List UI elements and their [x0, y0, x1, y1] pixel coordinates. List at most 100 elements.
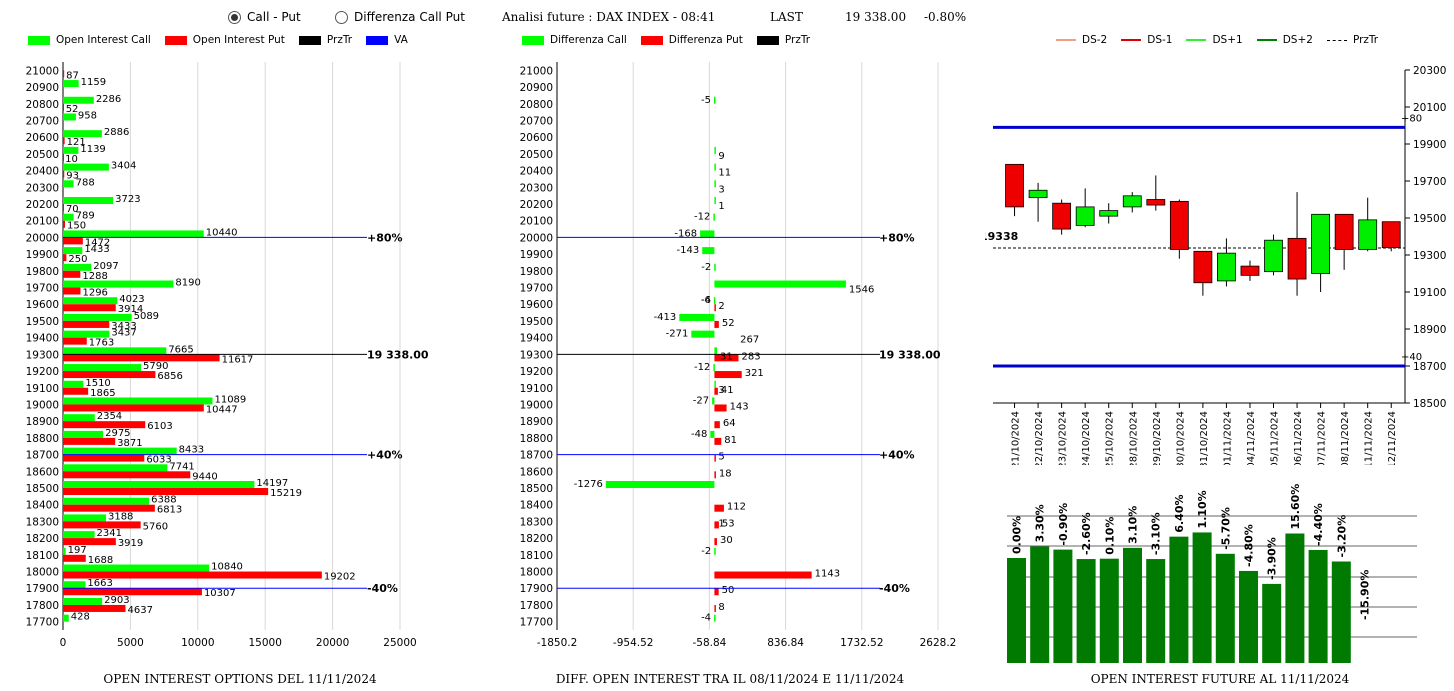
- data-label-put: 3433: [111, 321, 136, 332]
- bar-call: [63, 547, 66, 555]
- legend-right: DS-2 DS-1 DS+1 DS+2 PrzTr: [1056, 34, 1392, 46]
- radio-call-put[interactable]: Call - Put: [228, 10, 301, 24]
- bar-diff-put: [714, 454, 716, 462]
- y-tick-label: 19200: [520, 366, 553, 378]
- bar-diff-put: [714, 404, 727, 412]
- data-label-put: 11617: [222, 354, 254, 365]
- y-tick-label: 18900: [1413, 324, 1446, 336]
- legend-item: Open Interest Put: [164, 34, 285, 46]
- data-label: 9: [718, 151, 724, 162]
- pct-label: -5.70%: [1219, 507, 1232, 550]
- data-label-call: 14197: [256, 478, 288, 489]
- candle-body: [1240, 265, 1260, 276]
- data-label: 5: [718, 452, 724, 463]
- data-label-put: 3871: [117, 438, 142, 449]
- data-label-call: 10440: [206, 227, 238, 238]
- legend-line: [1326, 39, 1347, 41]
- bar-diff-call: [691, 330, 715, 338]
- radio-unselected-icon[interactable]: [335, 10, 348, 24]
- data-label: -143: [677, 245, 700, 256]
- data-label-call: 1433: [84, 244, 109, 255]
- bar-call: [63, 113, 76, 121]
- x-tick-label: 01/11/2024: [1222, 411, 1233, 465]
- y-tick-label: 19400: [520, 333, 553, 345]
- data-label: -4: [701, 613, 711, 624]
- diff-open-interest-chart: -1850.2 -954.52 -58.84 836.84 1732.52 2628.2 2…: [520, 62, 957, 649]
- bar-call: [63, 364, 142, 372]
- y-tick-label: 19100: [26, 383, 59, 395]
- bar-call: [63, 614, 69, 622]
- pct-label: -3.90%: [1266, 537, 1279, 580]
- data-label: -2: [701, 262, 711, 273]
- legend-label: DS-1: [1147, 34, 1173, 46]
- radio-diff[interactable]: Differenza Call Put: [335, 10, 465, 24]
- bar-put: [63, 504, 155, 512]
- bar-call: [63, 397, 213, 405]
- future-percent-bar-chart: 0.00% 3.30% -0.90% -2.60% 0.10% 3.10% -3.10% 6.…: [1007, 484, 1417, 663]
- legend-label: VA: [394, 34, 408, 46]
- y-tick-label: 20100: [26, 216, 59, 228]
- radio-selected-icon[interactable]: [228, 10, 241, 24]
- pct-bar: [1331, 561, 1351, 663]
- bar-put: [63, 571, 322, 579]
- pct-bar: [1146, 559, 1166, 663]
- legend-swatch: [28, 35, 50, 45]
- data-label-call: 1139: [80, 144, 105, 155]
- data-label-call: 958: [78, 110, 97, 121]
- bar-call: [63, 597, 103, 605]
- y-tick-label: 18800: [26, 433, 59, 445]
- y-tick-label: 19200: [26, 366, 59, 378]
- y-tick-label: 20600: [26, 132, 59, 144]
- x-tick-label: 2628.2: [920, 637, 957, 649]
- bar-diff-call: [679, 313, 715, 321]
- candle-body: [1381, 221, 1401, 248]
- bar-put: [63, 538, 116, 546]
- y-tick-label: 20800: [26, 99, 59, 111]
- legend-item: Open Interest Call: [28, 34, 151, 46]
- bar-call: [63, 481, 255, 488]
- bar-put: [63, 471, 191, 479]
- pct-label: 3.10%: [1127, 506, 1140, 544]
- candle-body: [1287, 237, 1307, 280]
- reference-line-label: +80%: [879, 231, 915, 244]
- y-tick-label: 19500: [26, 316, 59, 328]
- candle-body: [1005, 163, 1024, 208]
- data-label-call: 2975: [105, 428, 130, 439]
- pct-bar: [1030, 546, 1050, 663]
- legend-swatch: [756, 35, 779, 45]
- candle-body: [1052, 202, 1072, 230]
- data-label-call: 4023: [119, 294, 144, 305]
- data-label: -12: [694, 212, 710, 223]
- y-tick-label: 19900: [26, 249, 59, 261]
- x-tick-label: -58.84: [692, 637, 726, 649]
- legend-label: Open Interest Put: [192, 34, 285, 46]
- legend-swatch: [366, 35, 389, 45]
- bar-diff-call: [714, 263, 716, 271]
- data-label: 267: [740, 335, 759, 346]
- data-label-call: 789: [76, 211, 95, 222]
- legend-label: PrzTr: [1352, 34, 1379, 46]
- pct-label: 0.10%: [1103, 517, 1116, 555]
- y-tick-label: 19800: [520, 266, 553, 278]
- bar-diff-call: [700, 230, 715, 238]
- legend-label: Differenza Call: [550, 34, 627, 46]
- data-label: 3: [718, 184, 724, 195]
- data-label-put: 15219: [270, 488, 302, 499]
- pct-label: -4.40%: [1312, 503, 1325, 546]
- bar-diff-call: [712, 397, 715, 405]
- data-label-put: 1472: [85, 237, 110, 248]
- data-label: 30: [720, 535, 733, 546]
- x-tick-label: -954.52: [613, 637, 654, 649]
- y-tick-label: 20700: [26, 115, 59, 127]
- bar-put: [63, 437, 116, 445]
- y-tick-label: 20300: [520, 182, 553, 194]
- legend-left: Open Interest Call Open Interest Put Prz…: [28, 34, 422, 46]
- y-tick-label: 19300: [26, 349, 59, 361]
- legend-mid: Differenza Call Differenza Put PrzTr: [522, 34, 824, 46]
- data-label-put: 6813: [157, 505, 182, 516]
- data-label-put: 6103: [147, 421, 172, 432]
- legend-swatch: [298, 35, 321, 45]
- x-tick-label: 30/10/2024: [1175, 411, 1186, 465]
- reference-line-label: 19 338.00: [879, 348, 941, 361]
- y-tick-label: 19400: [26, 333, 59, 345]
